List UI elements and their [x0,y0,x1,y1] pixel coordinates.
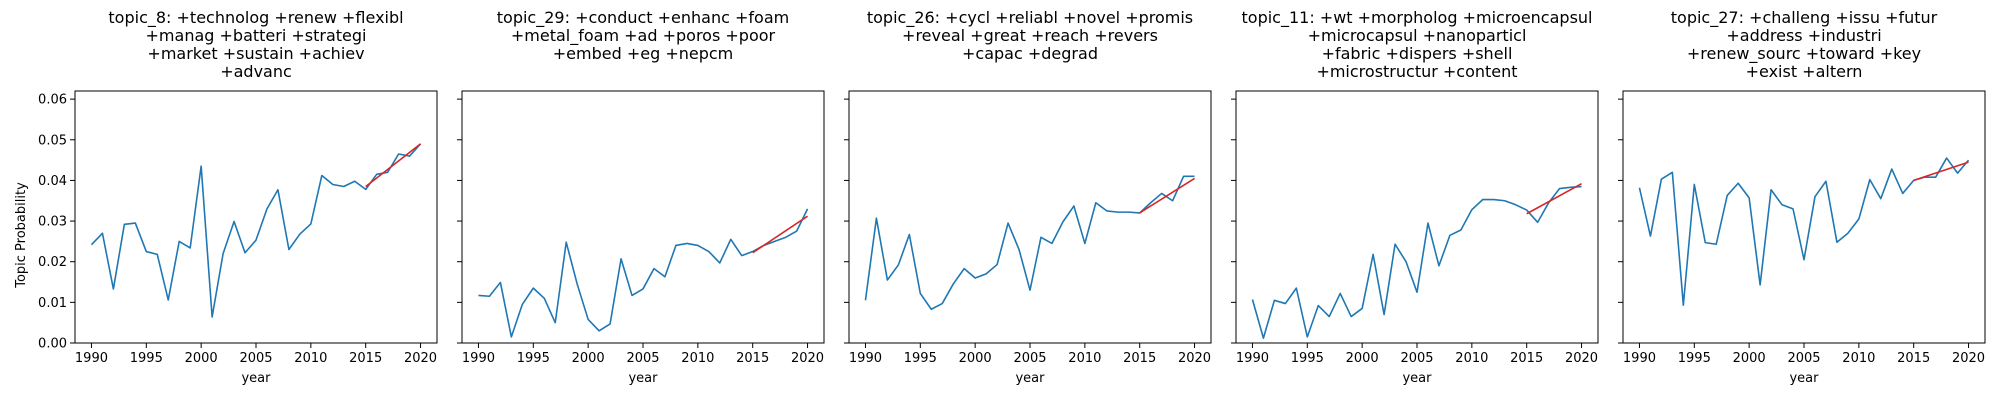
trend-line [1913,161,1969,182]
x-tick-label: 2000 [572,351,605,366]
x-tick-label: 2000 [1346,351,1379,366]
plot-frame [1235,90,1599,344]
chart-title-line: topic_26: +cycl +reliabl +novel +promis [867,8,1193,28]
x-tick-label: 2010 [1842,351,1875,366]
panels: topic_8: +technolog +renew +flexibl+mana… [38,8,1986,386]
plot-frame [74,90,438,344]
x-tick-label: 2020 [1178,351,1211,366]
x-tick-label: 2005 [1787,351,1820,366]
x-tick-label: 1995 [130,351,163,366]
x-tick-label: 1990 [462,351,495,366]
x-tick-label: 2015 [1123,351,1156,366]
x-tick-label: 2020 [1565,351,1598,366]
plot-frame [1622,90,1986,344]
chart-title-line: +microstructur +content [1316,62,1517,81]
x-tick-label: 2015 [1897,351,1930,366]
chart-title-line: +fabric +dispers +shell [1322,44,1513,63]
chart-title-line: +address +industri [1726,26,1881,45]
chart-title-line: +market +sustain +achiev [147,44,364,63]
chart-title-line: +exist +altern [1746,62,1863,81]
x-axis-label: year [1789,371,1819,386]
x-tick-label: 2005 [1400,351,1433,366]
trend-line [1526,182,1582,215]
chart-title-line: +reveal +great +reach +revers [902,26,1158,45]
chart-title-line: topic_11: +wt +morpholog +microencapsul [1242,8,1593,28]
chart-panel-3: topic_26: +cycl +reliabl +novel +promis+… [844,8,1212,386]
chart-title-line: topic_29: +conduct +enhanc +foam [497,8,789,28]
x-tick-label: 1995 [904,351,937,366]
y-tick-label: 0.01 [38,296,67,311]
y-tick-label: 0.02 [38,255,67,270]
x-tick-label: 1995 [517,351,550,366]
x-tick-label: 1990 [1623,351,1656,366]
plot-frame [461,90,825,344]
chart-title-line: topic_8: +technolog +renew +flexibl [108,8,403,28]
trend-line [1139,177,1195,214]
y-axis-label: Topic Probability [14,182,29,289]
x-tick-label: 2020 [791,351,824,366]
x-tick-label: 2000 [959,351,992,366]
series-line [1251,185,1582,339]
chart-panel-1: topic_8: +technolog +renew +flexibl+mana… [38,8,438,386]
x-tick-label: 2015 [736,351,769,366]
series-line [90,143,422,318]
chart-title-line: +metal_foam +ad +poros +poor [511,26,776,46]
x-tick-label: 2020 [404,351,437,366]
chart-panel-5: topic_27: +challeng +issu +futur+address… [1618,8,1986,386]
chart-title-line: +renew_sourc +toward +key [1687,44,1921,64]
series-line [864,175,1195,311]
chart-panel-4: topic_11: +wt +morpholog +microencapsul+… [1231,8,1599,386]
x-axis-label: year [628,371,658,386]
x-tick-label: 2015 [349,351,382,366]
chart-title-line: +manag +batteri +strategi [146,26,367,45]
x-tick-label: 2010 [1068,351,1101,366]
chart-panel-2: topic_29: +conduct +enhanc +foam+metal_f… [457,8,825,386]
x-tick-label: 2020 [1952,351,1985,366]
y-tick-label: 0.00 [38,337,67,352]
x-axis-label: year [1402,371,1432,386]
x-axis-label: year [241,371,271,386]
y-tick-label: 0.06 [38,93,67,108]
x-tick-label: 1990 [849,351,882,366]
trend-line [752,215,808,254]
x-tick-label: 1990 [75,351,108,366]
x-tick-label: 2005 [1013,351,1046,366]
x-tick-label: 2005 [626,351,659,366]
series-line [478,208,809,338]
chart-title-line: topic_27: +challeng +issu +futur [1671,8,1938,28]
chart-title-line: +microcapsul +nanoparticl [1308,26,1527,45]
y-tick-label: 0.05 [38,133,67,148]
x-tick-label: 1990 [1236,351,1269,366]
plot-frame [848,90,1212,344]
x-axis-label: year [1015,371,1045,386]
x-tick-label: 2000 [1733,351,1766,366]
chart-title-line: +advanc [220,62,292,81]
x-tick-label: 2015 [1510,351,1543,366]
y-tick-label: 0.03 [38,215,67,230]
chart-title-line: +capac +degrad [962,44,1098,63]
x-tick-label: 2005 [239,351,272,366]
trend-line [365,143,422,188]
chart-title-line: +embed +eg +nepcm [553,44,734,63]
x-tick-label: 2010 [681,351,714,366]
x-tick-label: 1995 [1291,351,1324,366]
series-line [1638,157,1970,307]
x-tick-label: 2000 [185,351,218,366]
y-tick-label: 0.04 [38,174,67,189]
x-tick-label: 2010 [294,351,327,366]
x-tick-label: 1995 [1678,351,1711,366]
x-tick-label: 2010 [1455,351,1488,366]
